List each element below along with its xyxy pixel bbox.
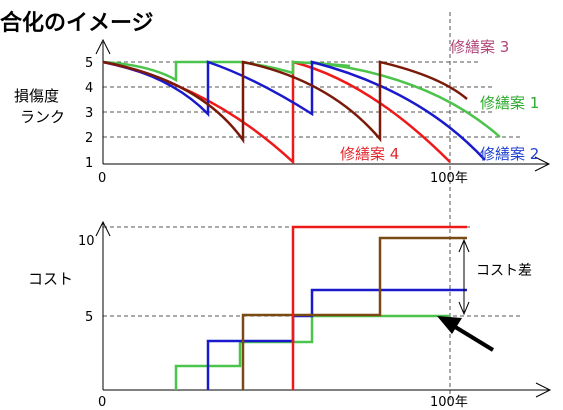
top-y-tick-1: 1 bbox=[85, 156, 93, 171]
plan3-degradation-curve bbox=[102, 60, 468, 144]
bottom-y-tick-10: 10 bbox=[78, 234, 95, 249]
top-y-tick-2: 2 bbox=[85, 131, 93, 146]
bottom-y-arrowhead bbox=[95, 220, 111, 237]
plan1-cost-line bbox=[174, 314, 450, 390]
plan2-label: 修繕案 2 bbox=[480, 145, 539, 163]
plan3-label: 修繕案 3 bbox=[450, 38, 509, 56]
bottom-y-label: コスト bbox=[28, 270, 73, 288]
top-chart: 5 4 3 2 1 損傷度 ランク 0 100年 修繕案 3 修繕案 1 修繕案… bbox=[14, 12, 551, 400]
diagram-title: 合化のイメージ bbox=[0, 10, 154, 36]
top-y-label-line2: ランク bbox=[20, 108, 65, 126]
bottom-x-tick-0: 0 bbox=[98, 395, 106, 410]
plan2-cost-line bbox=[206, 288, 467, 390]
bottom-chart: 10 5 コスト 0 100年 コスト差 bbox=[28, 220, 552, 410]
top-x-tick-100: 100年 bbox=[430, 171, 468, 186]
plan2-degradation-curve bbox=[102, 60, 486, 161]
pointer-arrow-head bbox=[437, 316, 462, 334]
bottom-y-tick-5: 5 bbox=[85, 310, 93, 325]
plan4-cost-line bbox=[291, 225, 467, 390]
cost-diff-label: コスト差 bbox=[476, 263, 532, 279]
top-y-tick-5: 5 bbox=[85, 56, 93, 71]
plan1-label: 修繕案 1 bbox=[480, 94, 539, 112]
top-x-tick-0: 0 bbox=[98, 171, 106, 186]
bottom-x-tick-100: 100年 bbox=[430, 395, 468, 410]
top-y-label-line1: 損傷度 bbox=[14, 87, 59, 105]
plan1-degradation-curve bbox=[102, 60, 501, 138]
pointer-arrow-shaft bbox=[450, 323, 495, 352]
cost-diff-arrow-top bbox=[458, 238, 470, 253]
bottom-x-arrowhead bbox=[535, 382, 552, 398]
top-y-tick-3: 3 bbox=[85, 106, 93, 121]
top-x-arrowhead bbox=[534, 156, 551, 172]
plan4-label: 修繕案 4 bbox=[340, 145, 399, 163]
top-y-arrowhead bbox=[95, 38, 111, 55]
top-y-tick-4: 4 bbox=[85, 81, 93, 96]
cost-diff-arrow-bottom bbox=[458, 301, 470, 316]
plan3-cost-line bbox=[241, 236, 467, 390]
